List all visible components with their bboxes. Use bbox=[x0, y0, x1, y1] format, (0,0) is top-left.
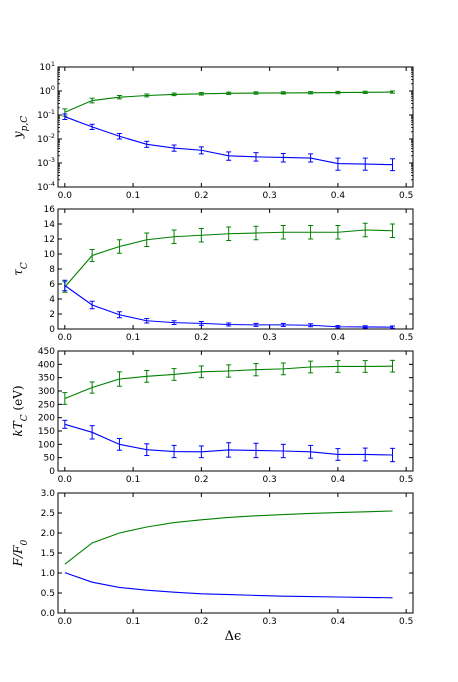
y-tick-label: 2.5 bbox=[41, 509, 55, 519]
y-tick-label: 0.5 bbox=[41, 589, 55, 599]
x-tick-label: 0.0 bbox=[58, 617, 73, 627]
y-tick-label: 400 bbox=[38, 360, 55, 370]
panel-y-pc: 0.0 0.1 0.2 0.3 0.4 0.5 10-4 10-3 10-2 10-1 100 101… bbox=[11, 60, 414, 201]
x-tick-label: 0.0 bbox=[58, 191, 73, 201]
x-tick-label: 0.0 bbox=[58, 333, 73, 343]
x-axis-label: Δϵ bbox=[225, 629, 242, 644]
plot-frame bbox=[57, 350, 414, 472]
x-tick-label: 0.3 bbox=[262, 333, 276, 343]
y-tick-label: 10-1 bbox=[37, 108, 55, 121]
y-tick-label: 2.0 bbox=[41, 529, 56, 539]
x-tick-label: 0.2 bbox=[194, 475, 208, 485]
x-tick-label: 0.4 bbox=[331, 333, 346, 343]
y-tick-label: 450 bbox=[38, 347, 55, 357]
y-tick-label: 300 bbox=[38, 387, 55, 397]
y-tick-label: 6 bbox=[49, 280, 55, 290]
y-tick-label: 10-3 bbox=[37, 156, 55, 169]
y-tick-label: 0 bbox=[49, 325, 55, 335]
x-tick-label: 0.0 bbox=[58, 475, 73, 485]
blue-series-line bbox=[64, 572, 393, 599]
x-tick-label: 0.4 bbox=[331, 191, 346, 201]
x-tick-label: 0.5 bbox=[399, 191, 413, 201]
x-tick-label: 0.5 bbox=[399, 333, 413, 343]
y-tick-label: 0 bbox=[49, 467, 55, 477]
x-tick-label: 0.5 bbox=[399, 617, 413, 627]
y-tick-label: 1.0 bbox=[41, 569, 56, 579]
panel-kt-c: 0.0 0.1 0.2 0.3 0.4 0.5 0 50 100 150 200 250 300 350 4… bbox=[11, 347, 414, 485]
y-axis-label: F/F0 bbox=[11, 540, 30, 568]
y-tick-label: 10 bbox=[44, 250, 56, 260]
x-tick-label: 0.1 bbox=[126, 191, 140, 201]
x-tick-label: 0.5 bbox=[399, 475, 413, 485]
blue-series-line bbox=[64, 285, 393, 328]
y-tick-label: 100 bbox=[38, 440, 55, 450]
x-tick-label: 0.1 bbox=[126, 475, 140, 485]
x-tick-label: 0.3 bbox=[262, 475, 276, 485]
green-series-line bbox=[64, 510, 393, 565]
y-tick-label: 3.0 bbox=[41, 489, 56, 499]
y-tick-label: 250 bbox=[38, 400, 55, 410]
plot-frame bbox=[57, 66, 414, 188]
x-tick-label: 0.1 bbox=[126, 617, 140, 627]
x-tick-label: 0.1 bbox=[126, 333, 140, 343]
y-tick-label: 50 bbox=[44, 454, 56, 464]
y-axis-label: yp,C bbox=[11, 116, 30, 139]
y-tick-label: 150 bbox=[38, 427, 55, 437]
x-tick-label: 0.3 bbox=[262, 191, 276, 201]
y-axis-label: kTC (eV) bbox=[11, 385, 30, 436]
y-tick-label: 1.5 bbox=[41, 549, 55, 559]
y-tick-label: 16 bbox=[44, 205, 56, 215]
y-tick-label: 101 bbox=[39, 60, 55, 73]
x-tick-label: 0.2 bbox=[194, 333, 208, 343]
x-tick-label: 0.2 bbox=[194, 617, 208, 627]
y-tick-label: 2 bbox=[49, 310, 55, 320]
y-tick-label: 200 bbox=[38, 414, 55, 424]
y-tick-label: 10-2 bbox=[37, 132, 55, 145]
y-tick-label: 4 bbox=[49, 295, 55, 305]
plot-frame bbox=[57, 208, 414, 330]
x-tick-label: 0.4 bbox=[331, 475, 346, 485]
green-series-line bbox=[64, 91, 393, 113]
y-tick-label: 0.0 bbox=[41, 609, 56, 619]
y-tick-label: 10-4 bbox=[37, 180, 55, 193]
y-axis-label: τC bbox=[11, 262, 30, 276]
x-tick-label: 0.4 bbox=[331, 617, 346, 627]
x-tick-label: 0.3 bbox=[262, 617, 276, 627]
panel-tau-c: 0.0 0.1 0.2 0.3 0.4 0.5 0 2 4 6 8 10 12 14 16 τC bbox=[11, 205, 414, 343]
x-tick-label: 0.2 bbox=[194, 191, 208, 201]
y-tick-label: 12 bbox=[44, 235, 55, 245]
panel-flux-ratio: 0.0 0.1 0.2 0.3 0.4 0.5 0.0 0.5 1.0 1.5 2.0 2.5 3.0 F… bbox=[11, 489, 414, 627]
y-tick-label: 350 bbox=[38, 374, 55, 384]
y-tick-label: 8 bbox=[49, 265, 55, 275]
y-tick-label: 100 bbox=[39, 84, 55, 97]
y-tick-label: 14 bbox=[44, 220, 56, 230]
